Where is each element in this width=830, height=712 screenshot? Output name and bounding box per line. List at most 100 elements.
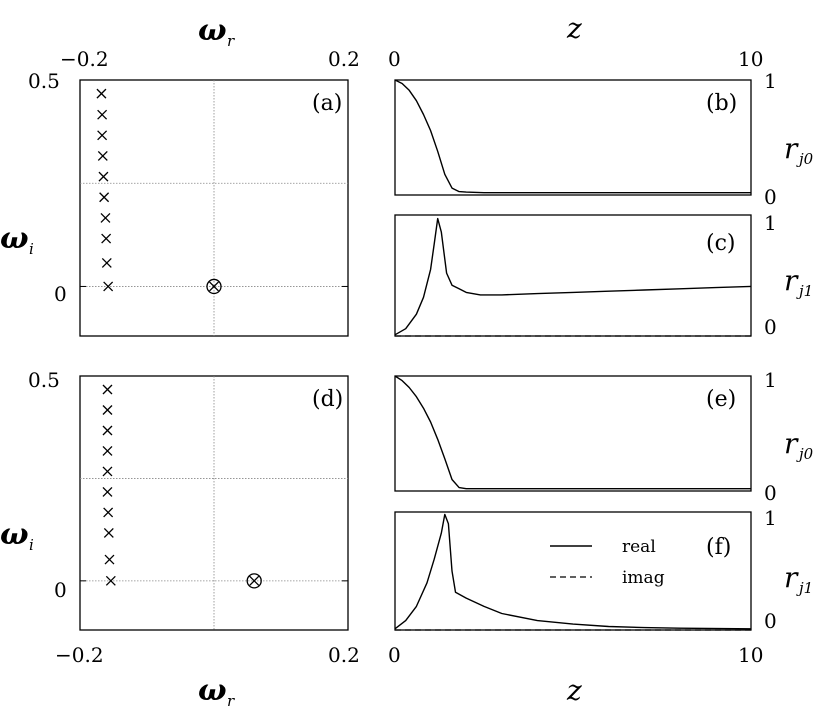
panel-a-xtick-left: −0.2 [60,47,109,71]
panel-d-xtick-left: −0.2 [55,643,104,667]
panel-d-gridlines [80,375,348,630]
panel-b-ylabel-r: r [784,132,799,165]
marker-stroke [104,554,115,565]
eigenvalue-marker [102,405,113,415]
panel-e: (e) 1 0 r j0 [394,368,814,505]
eigenvalue-marker [105,575,116,586]
eigenvalue-marker [97,151,108,161]
panel-f-lines [394,513,752,631]
panel-c-lines [394,217,752,337]
eigenvalue-marker [103,507,114,518]
marker-stroke [98,171,109,182]
marker-stroke [102,405,113,415]
panel-e-ylabel-r: r [784,427,799,460]
marker-stroke [102,384,113,395]
panel-b-label: (b) [706,91,737,116]
panel-c: (c) 1 0 r j1 [394,211,813,339]
panel-f-ytick-zero: 0 [764,609,777,633]
eigenvalue-marker [97,109,108,120]
panel-d-label: (d) [312,387,343,412]
panel-a-ytick-zero: 0 [54,282,67,306]
panel-b-ytick-zero: 0 [764,185,777,209]
panel-a: (a) −0.2 0.2 0.5 0 ω r ω i [0,13,360,337]
series-line-solid [394,79,751,194]
panel-a-ylabel-omega: ω [0,221,29,256]
eigenvalue-marker [97,130,108,141]
panel-f: (f) 0 10 1 0 z r j1 real imag [388,506,813,707]
eigenvalue-circle-marker [246,573,262,589]
panel-f-frame [394,511,752,631]
marker-stroke [105,575,116,586]
marker-stroke [249,575,260,586]
marker-circle [206,278,222,295]
marker-stroke [97,130,108,141]
marker-stroke [102,446,113,456]
panel-d-ylabel-omega: ω [0,517,29,552]
panel-f-ylabel-r-sub: j1 [796,579,813,597]
marker-stroke [97,151,108,161]
panel-e-frame [394,375,752,492]
panel-a-ytick-top: 0.5 [28,69,60,93]
marker-stroke [209,281,219,292]
panel-a-frame [79,79,349,337]
panel-b-ytick-top: 1 [764,69,777,93]
eigenvalue-marker [96,88,107,99]
panel-e-lines [394,375,751,490]
marker-stroke [101,257,112,268]
marker-stroke [102,466,113,477]
bottom-xlabel-omega: ω [198,673,227,708]
panel-d-ytick-zero: 0 [54,578,67,602]
panel-f-ytick-top: 1 [764,506,777,530]
panel-d: (d) −0.2 0.2 0.5 0 ω r ω i [0,368,360,710]
panel-d-ytick-top: 0.5 [28,368,60,392]
eigenvalue-marker [98,171,109,182]
eigenvalue-circle-marker [206,278,222,295]
series-line-real [394,513,752,630]
panel-f-ylabel-r: r [784,561,799,594]
legend: real imag [550,537,665,588]
panel-f-label: (f) [706,535,731,560]
panel-a-ylabel-omega-sub: i [29,240,34,258]
eigenvalue-marker [102,466,113,477]
eigenvalue-marker [102,486,113,497]
eigenvalue-marker [101,257,112,268]
marker-stroke [97,109,108,120]
bottom-xlabel-omega-sub: r [227,692,235,710]
marker-circle [246,573,262,589]
eigenvalue-marker [103,281,114,292]
panel-a-markers [96,88,222,295]
marker-stroke [101,233,112,244]
panel-c-ytick-top: 1 [764,211,777,235]
top-xlabel-omega-sub: r [227,32,235,50]
panel-c-label: (c) [706,231,736,256]
eigenvalue-marker [102,446,113,456]
marker-stroke [96,88,107,99]
panel-e-ylabel-r-sub: j0 [796,445,814,463]
panel-b: (b) 0 10 1 0 z r j0 [388,12,814,209]
panel-e-ytick-zero: 0 [764,481,777,505]
panel-d-ylabel-omega-sub: i [29,536,34,554]
panel-c-frame [394,214,752,337]
eigenvalue-marker [104,554,115,565]
marker-stroke [103,507,114,518]
panel-b-lines [394,79,751,194]
marker-stroke [102,425,113,436]
panel-a-label: (a) [312,91,342,116]
panel-a-xtick-right: 0.2 [328,47,360,71]
series-line-solid [394,217,752,336]
panel-c-ylabel-r-sub: j1 [796,282,813,300]
panel-a-gridlines [80,79,348,336]
panel-b-xtick-left: 0 [388,47,401,71]
legend-imag-label: imag [622,568,665,588]
eigenvalue-marker [102,425,113,436]
eigenvalue-marker [100,212,111,223]
legend-real-label: real [622,537,656,557]
marker-stroke [103,527,114,538]
eigenvalue-marker [103,527,114,538]
top-xlabel-omega: ω [198,13,227,48]
eigenvalue-marker [101,233,112,244]
panel-e-label: (e) [706,387,736,412]
panel-c-ylabel-r: r [784,264,799,297]
marker-stroke [99,192,110,203]
